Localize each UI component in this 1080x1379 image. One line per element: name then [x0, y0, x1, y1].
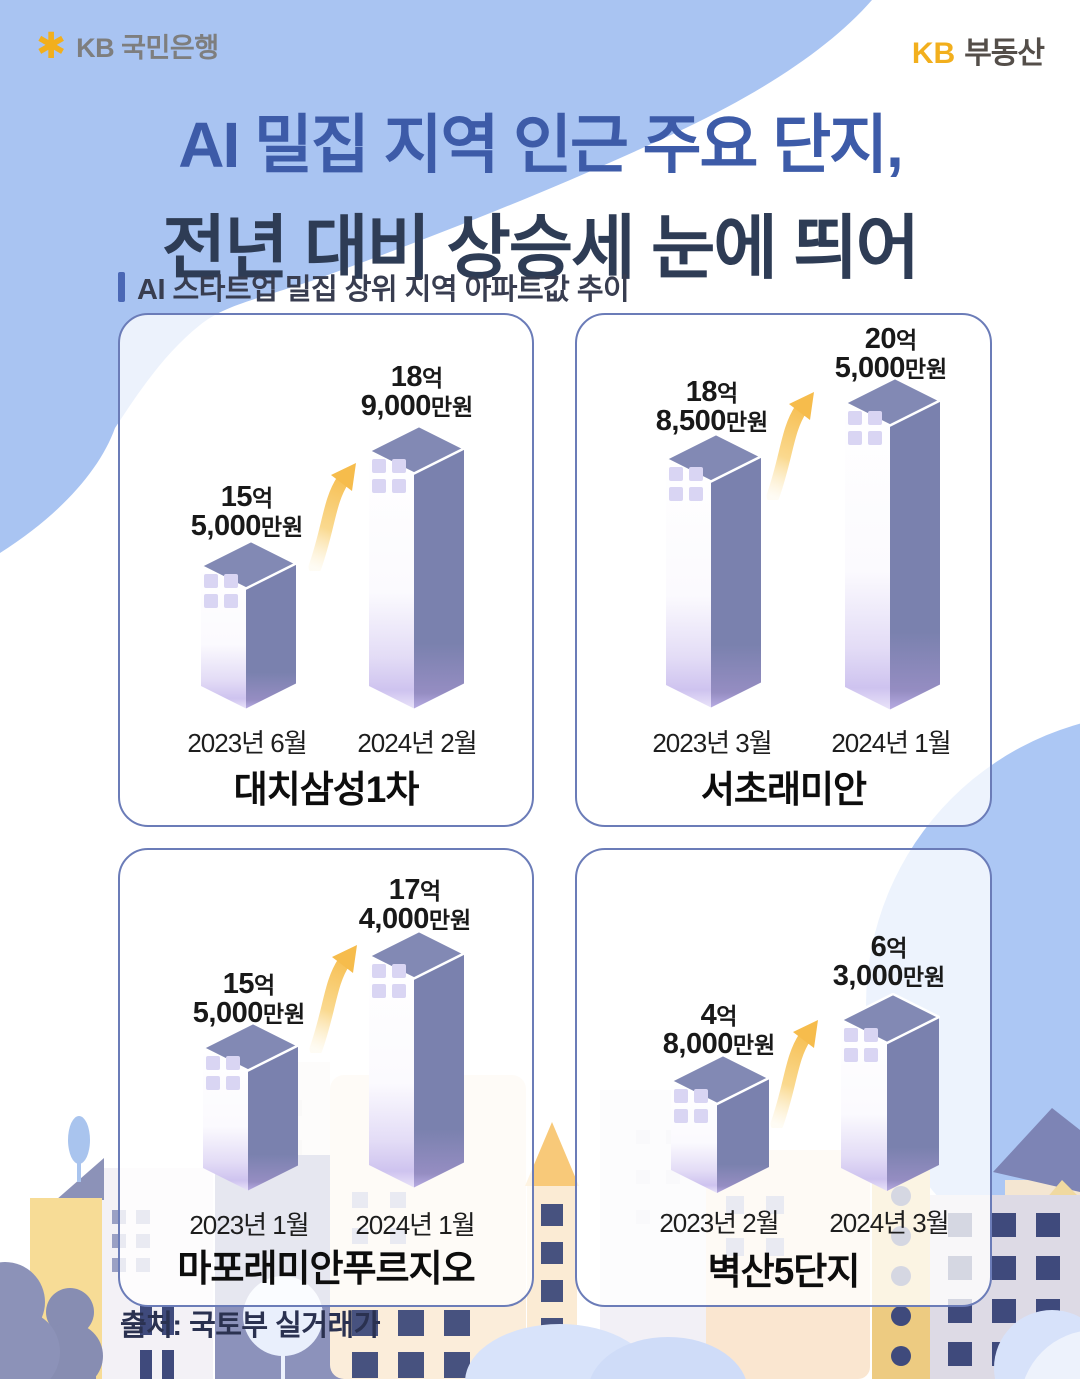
page-title-line1: AI 밀집 지역 인근 주요 단지, [178, 109, 904, 181]
rise-arrow-icon [306, 935, 368, 1053]
panel-seocho-raemian: 18억 8,500만원 20억 5,000만원 [575, 313, 992, 827]
blue-blob [0, 0, 872, 553]
date-label-after: 2024년 2월 [357, 728, 477, 758]
price-before: 18억 8,500만원 [655, 376, 769, 437]
rise-arrow-icon [763, 382, 825, 500]
price-after: 20억 5,000만원 [834, 323, 948, 384]
rise-arrow-icon [305, 453, 367, 571]
panel-title: 대치삼성1차 [233, 769, 420, 810]
price-after: 17억 4,000만원 [358, 874, 472, 935]
kb-bank-logo-text: KB 국민은행 [76, 33, 219, 63]
price-before: 4억 8,000만원 [662, 999, 776, 1060]
date-label-before: 2023년 6월 [187, 728, 307, 758]
panel-daechisamsung1cha: 15억 5,000만원 18억 9,000만원 [118, 313, 534, 827]
date-label-after: 2024년 3월 [829, 1208, 949, 1238]
price-before: 15억 5,000만원 [190, 481, 304, 542]
kb-realestate-logo-kb: KB [911, 37, 956, 70]
chart-subtitle-text: AI 스타트업 밀집 상위 지역 아파트값 추이 [137, 274, 630, 306]
date-label-before: 2023년 1월 [189, 1210, 309, 1240]
building-bar-before [202, 1022, 299, 1192]
kb-realestate-logo-name: 부동산 [964, 37, 1045, 70]
kb-realestate-logo: KB 부동산 [911, 28, 1045, 72]
date-label-before: 2023년 3월 [652, 728, 772, 758]
page-title-line2: 전년 대비 상승세 눈에 띄어 [161, 209, 920, 287]
panel-title: 벽산5단지 [707, 1251, 861, 1292]
building-bar-before [665, 433, 762, 709]
building-bar-after [844, 377, 941, 711]
price-after: 6억 3,000만원 [832, 931, 946, 992]
panel-title: 서초래미안 [700, 769, 867, 810]
kb-star-icon: ✱ [36, 24, 67, 66]
building-bar-after [368, 930, 465, 1189]
price-before: 15억 5,000만원 [192, 968, 306, 1029]
price-after: 18억 9,000만원 [360, 361, 474, 422]
panel-byeoksan5danji: 4억 8,000만원 6억 3,000만원 [575, 848, 992, 1307]
source-note: 출처: 국토부 실거래가 [120, 1310, 380, 1342]
page-title: AI 밀집 지역 인근 주요 단지, 전년 대비 상승세 눈에 띄어 [0, 94, 1080, 293]
building-bar-after [368, 425, 465, 710]
chart-subtitle: AI 스타트업 밀집 상위 지역 아파트값 추이 [118, 266, 630, 308]
date-label-after: 2024년 1월 [355, 1210, 475, 1240]
panel-title: 마포래미안푸르지오 [177, 1248, 475, 1289]
subtitle-bar-icon [118, 272, 125, 302]
date-label-before: 2023년 2월 [659, 1208, 779, 1238]
building-bar-before [200, 540, 297, 710]
rise-arrow-icon [767, 1010, 829, 1128]
panel-mapo-raemian-prugio: 15억 5,000만원 17억 4,000만원 [118, 848, 534, 1307]
kb-bank-logo: ✱ KB 국민은행 [36, 26, 219, 65]
building-bar-before [670, 1054, 770, 1194]
date-label-after: 2024년 1월 [831, 728, 951, 758]
building-bar-after [840, 993, 940, 1192]
